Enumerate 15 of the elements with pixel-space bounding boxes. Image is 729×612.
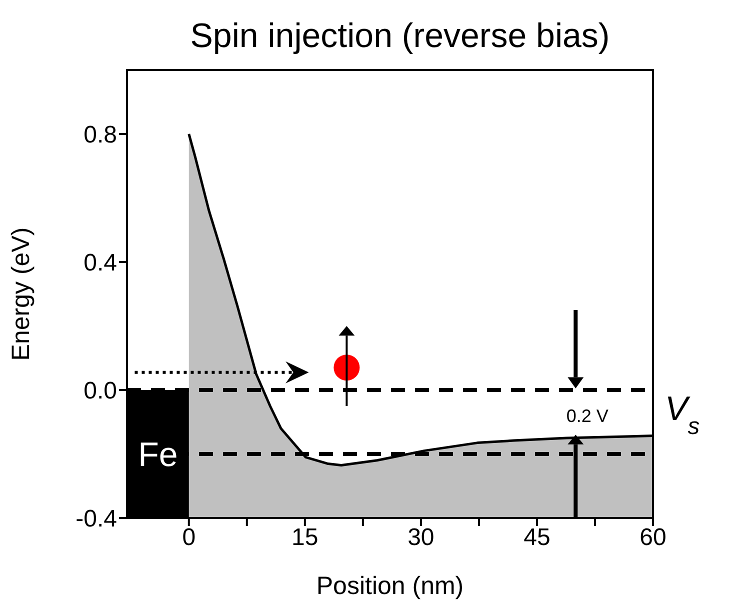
x-tick-label: 45 (524, 524, 550, 552)
y-tick-label: 0.4 (84, 250, 117, 277)
x-tick-label: 15 (292, 524, 318, 552)
annotation: 0.2 V (566, 406, 608, 426)
y-tick-label: -0.4 (76, 506, 117, 533)
x-tick-label: 0 (182, 524, 196, 552)
x-tick-label: 30 (408, 524, 434, 552)
y-tick-label: 0.8 (84, 122, 117, 149)
text: V$_{s}$ (665, 390, 700, 440)
y-axis-title: Energy (eV) (6, 227, 35, 361)
annotation: Fe (138, 436, 178, 474)
y-tick-label: 0.0 (84, 378, 117, 405)
x-axis-title: Position (nm) (316, 572, 464, 600)
x-tick-label: 60 (640, 524, 666, 552)
chart-title: Spin injection (reverse bias) (190, 17, 610, 55)
